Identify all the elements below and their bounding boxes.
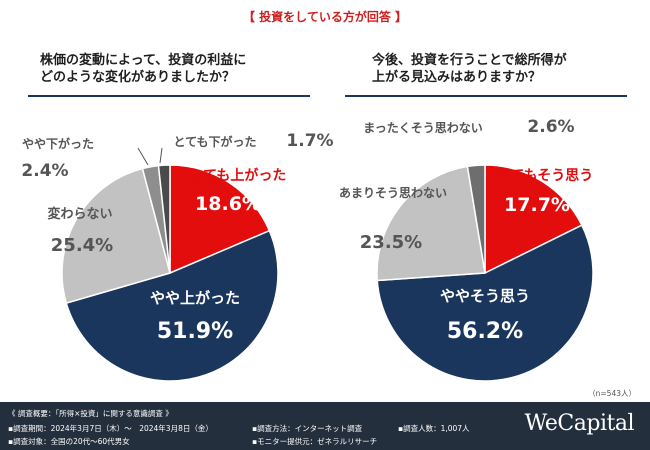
pie-slice-0-1 xyxy=(65,229,279,382)
pie-value-1-3: 2.6% xyxy=(527,117,574,137)
footer-period: ▪調査期間：2024年3月7日（木）～ 2024年3月8日（金） xyxy=(8,424,213,433)
right-title-underline xyxy=(345,95,627,97)
pie-slice-1-2 xyxy=(376,165,486,282)
pie-label-0-3: やや下がった xyxy=(22,136,94,151)
pie-label-0-1: やや上がった xyxy=(150,289,240,307)
pie-slice-1-3 xyxy=(466,164,486,274)
pie-leader-0-4 xyxy=(159,147,163,164)
brand-logo: WeCapital xyxy=(524,411,635,436)
footer-target: ▪調査対象：全国の20代～60代男女 xyxy=(8,437,130,446)
left-pie-chart: とても上がった 18.6% やや上がった 51.9% 変わらない 25.4% やや下がった 2… xyxy=(21,131,334,382)
left-chart-title: 株価の変動によって、投資の利益に どのような変化がありましたか？ xyxy=(40,52,246,86)
left-title-underline xyxy=(28,95,310,97)
footer-survey-title: 《 調査概要：「所得×投資」に関する意識調査 》 xyxy=(8,409,173,418)
survey-banner: 【 投資をしている方が回答 】 xyxy=(243,10,407,24)
left-chart-title-line1: 株価の変動によって、投資の利益に xyxy=(40,53,247,68)
pie-label-1-3: まったくそう思わない xyxy=(363,121,483,135)
pie-label-0-0: とても上がった xyxy=(190,167,287,184)
left-chart-title-line2: どのような変化がありましたか？ xyxy=(40,70,236,85)
pie-value-1-2: 23.5% xyxy=(360,232,422,253)
right-pie-chart: とてもそう思う 17.7% ややそう思う 56.2% あまりそう思わない 23.5% まった… xyxy=(339,117,594,382)
pie-slice-0-4 xyxy=(157,164,171,274)
pie-label-0-2: 変わらない xyxy=(47,206,112,222)
right-chart-title-line2: 上がる見込みはありますか？ xyxy=(372,70,542,85)
right-chart-title-line1: 今後、投資を行うことで総所得が xyxy=(372,53,567,68)
pie-value-0-0: 18.6% xyxy=(195,193,261,215)
pie-label-1-1: ややそう思う xyxy=(440,287,530,305)
pie-label-0-4: とても下がった xyxy=(173,134,256,149)
pie-value-1-1: 56.2% xyxy=(447,319,523,344)
pie-slice-1-0 xyxy=(484,164,583,275)
sample-size-note: （n=543人） xyxy=(588,389,636,398)
pie-label-1-0: とてもそう思う xyxy=(497,168,594,184)
pie-leader-0-3 xyxy=(137,147,149,166)
footer: 《 調査概要：「所得×投資」に関する意識調査 》 ▪調査期間：2024年3月7日… xyxy=(0,402,650,450)
footer-method: ▪調査方法：インターネット調査 xyxy=(252,424,363,433)
pie-value-0-4: 1.7% xyxy=(286,131,333,151)
pie-value-0-3: 2.4% xyxy=(21,161,68,181)
footer-count: ▪調査人数：1,007人 xyxy=(398,424,470,433)
pie-label-1-2: あまりそう思わない xyxy=(339,186,447,200)
pie-value-0-1: 51.9% xyxy=(157,319,233,344)
right-chart-title: 今後、投資を行うことで総所得が 上がる見込みはありますか？ xyxy=(372,52,567,86)
footer-provider: ▪モニター提供元：ゼネラルリサーチ xyxy=(252,437,378,446)
pie-slice-1-1 xyxy=(376,224,594,382)
pie-slice-0-2 xyxy=(61,167,171,305)
pie-value-0-2: 25.4% xyxy=(51,235,113,256)
pie-slice-0-0 xyxy=(169,164,271,275)
pie-value-1-0: 17.7% xyxy=(504,194,570,216)
